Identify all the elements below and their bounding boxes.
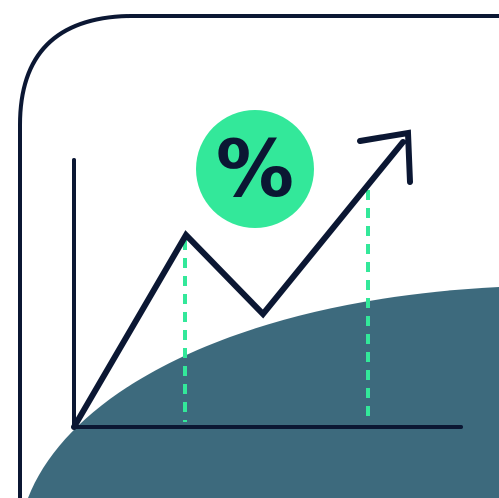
percent-symbol: %	[216, 125, 294, 215]
trend-line	[71, 139, 406, 430]
hill-shape	[28, 287, 499, 498]
percent-badge-icon: %	[196, 110, 314, 228]
trend-arrow-icon	[357, 129, 413, 185]
rounded-frame-corner	[18, 14, 499, 498]
